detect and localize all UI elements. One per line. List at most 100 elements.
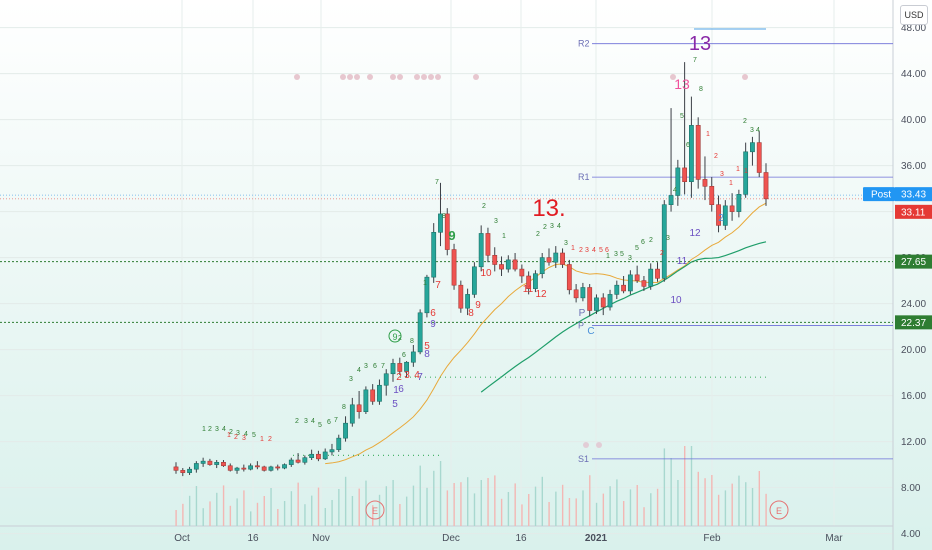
count-label: 3 xyxy=(750,127,754,134)
x-tick-label: Mar xyxy=(825,533,843,544)
candle-body xyxy=(634,274,640,281)
volume-bar xyxy=(277,509,279,526)
candle-body xyxy=(397,363,403,372)
count-label: 3 xyxy=(666,235,670,242)
candle-body xyxy=(234,467,240,471)
count-label: 3 xyxy=(550,223,554,230)
candle-body xyxy=(254,465,260,468)
volume-bar xyxy=(304,504,306,526)
volume-bar xyxy=(344,476,347,526)
sequence-label: 11 xyxy=(677,256,688,267)
candle-body xyxy=(607,294,613,308)
candle-body xyxy=(193,463,199,470)
count-label: 4 xyxy=(244,431,248,438)
count-label: 3 xyxy=(242,435,246,442)
x-tick-label: Nov xyxy=(312,533,330,544)
volume-bar xyxy=(195,486,198,526)
candle-body xyxy=(702,179,708,187)
price-tag-post-label-box xyxy=(863,187,895,202)
candle-body xyxy=(539,257,545,275)
count-label: 6 xyxy=(373,363,377,370)
candle-body xyxy=(336,437,342,450)
candle-body xyxy=(370,389,376,402)
sequence-label: 6 xyxy=(398,384,404,395)
volume-bar xyxy=(182,503,184,526)
sequence-label: 8 xyxy=(468,308,474,319)
candle-body xyxy=(288,459,294,465)
count-label: 6 xyxy=(327,419,331,426)
volume-bar xyxy=(500,498,503,526)
candle-body xyxy=(743,151,749,195)
price-tag-level-lower-value: 22.37 xyxy=(901,318,926,329)
candle-body xyxy=(424,276,430,314)
volume-bar xyxy=(487,478,489,526)
earnings-label: E xyxy=(776,506,782,516)
pivot-label-p: P xyxy=(578,320,584,330)
volume-bar xyxy=(216,492,218,526)
count-label: 2 xyxy=(660,250,664,257)
volume-bar xyxy=(548,502,550,526)
candle-body xyxy=(763,172,769,200)
candle-body xyxy=(709,186,715,206)
sequence-label: 5 xyxy=(392,399,398,410)
volume-bar xyxy=(663,448,666,526)
count-label: 4 xyxy=(222,426,226,433)
volume-bar xyxy=(568,498,571,526)
volume-bar xyxy=(229,505,232,526)
setup-nine-label: 9 xyxy=(448,228,455,243)
candle-body xyxy=(675,167,681,196)
setup-circle-marker xyxy=(388,329,402,343)
candle-body xyxy=(349,404,355,424)
x-tick-label: 16 xyxy=(515,533,527,544)
ma-line-slow xyxy=(480,241,767,393)
candle-body xyxy=(471,266,477,295)
sequence-label: 1 xyxy=(393,385,399,396)
currency-button[interactable]: USD xyxy=(900,5,928,25)
count-label: 4 xyxy=(311,418,315,425)
volume-bar xyxy=(426,487,428,526)
count-label: 1 xyxy=(729,180,733,187)
candle-body xyxy=(648,268,654,287)
count-label: 1 xyxy=(260,436,264,443)
count-label: 5 xyxy=(680,113,684,120)
count-label: 3 xyxy=(720,171,724,178)
volume-bar xyxy=(541,476,544,526)
volume-bar xyxy=(365,480,367,526)
candle-body xyxy=(227,465,233,471)
volume-bar xyxy=(372,505,374,526)
volume-bar xyxy=(263,496,265,526)
event-dot xyxy=(397,74,403,80)
candle-body xyxy=(316,453,321,460)
volume-bar xyxy=(433,470,435,526)
event-dot xyxy=(390,74,396,80)
volume-bar xyxy=(446,490,449,526)
candle-body xyxy=(275,466,281,469)
sequence-label: 6 xyxy=(430,308,436,319)
volume-bar xyxy=(738,475,740,526)
volume-bar xyxy=(188,495,191,526)
volume-bar xyxy=(643,507,645,526)
volume-bar xyxy=(656,488,659,526)
candle-body xyxy=(431,232,437,278)
count-label: 7 xyxy=(334,417,338,424)
candle-body xyxy=(478,233,484,268)
count-label: 1 xyxy=(736,166,740,173)
volume-bar xyxy=(582,490,584,526)
volume-bar xyxy=(358,488,360,526)
price-tag-post-value: 33.43 xyxy=(901,190,926,201)
candle-body xyxy=(458,284,464,309)
candle-body xyxy=(180,470,186,473)
count-label: 5 xyxy=(620,251,624,258)
event-dot xyxy=(428,74,434,80)
volume-bar xyxy=(616,479,618,526)
volume-bar xyxy=(405,496,408,526)
y-tick-label: 48.00 xyxy=(901,23,926,34)
volume-bar xyxy=(378,494,381,526)
candle-body xyxy=(546,257,552,263)
candle-body xyxy=(716,204,721,226)
candle-body xyxy=(261,466,267,471)
volume-bar xyxy=(650,493,652,526)
event-dot xyxy=(414,74,420,80)
sequence-label: 7 xyxy=(435,280,441,291)
volume-bar xyxy=(555,491,557,526)
